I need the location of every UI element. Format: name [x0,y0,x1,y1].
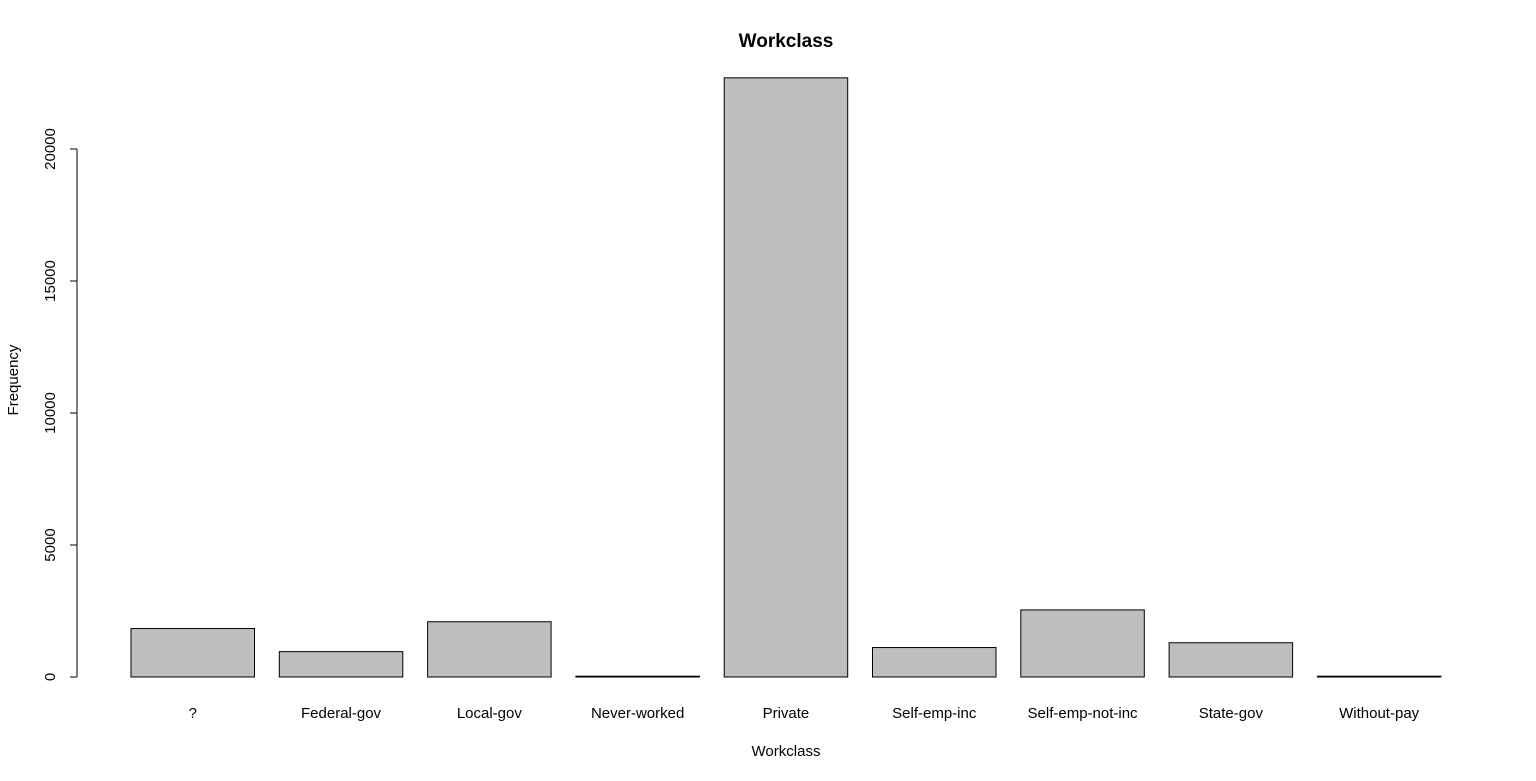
y-tick-label: 5000 [42,528,59,561]
x-tick-label: Without-pay [1339,705,1420,722]
chart-title: Workclass [739,31,834,52]
bar [278,651,404,678]
bar [575,675,700,678]
bar [723,77,849,678]
y-tick-label: 20000 [42,128,59,170]
bar [872,647,997,678]
x-tick-label: Never-worked [591,705,684,722]
y-tick-label: 15000 [42,260,59,302]
bar [130,628,255,678]
x-tick-label: Self-emp-not-inc [1028,705,1139,722]
y-tick-label: 10000 [42,392,59,434]
bar [1168,642,1294,678]
x-axis-title: Workclass [752,743,821,760]
x-tick-label: Private [763,705,810,722]
x-tick-label: Federal-gov [301,705,382,722]
x-tick-label: Self-emp-inc [892,705,977,722]
x-category-labels: ? Federal-gov Local-gov Never-worked Private… [189,705,1420,722]
y-axis-title: Frequency [5,344,22,415]
bars-group [130,77,1442,678]
y-axis: 0 5000 10000 15000 20000 [42,128,78,681]
bar [427,621,552,678]
x-tick-label: ? [189,705,197,722]
bar [1020,609,1145,678]
x-tick-label: Local-gov [457,705,523,722]
x-tick-label: State-gov [1199,705,1264,722]
y-tick-label: 0 [42,673,59,681]
bar [1316,675,1442,678]
